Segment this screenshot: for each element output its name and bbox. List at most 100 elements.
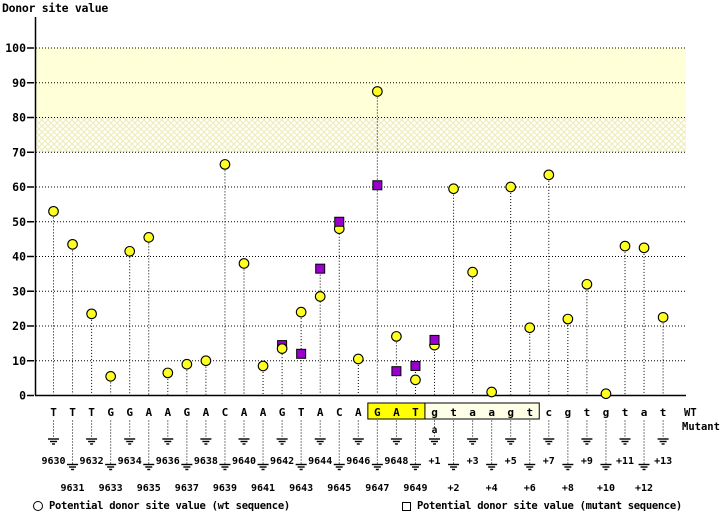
wt-marker (619, 240, 631, 252)
wt-marker (448, 183, 459, 195)
y-tick-label: 0 (19, 389, 26, 403)
sequence-base: g (507, 406, 514, 419)
wt-marker (143, 232, 155, 243)
wt-marker (372, 86, 383, 97)
wt-marker (295, 306, 307, 318)
position-label: +3 (467, 456, 479, 467)
y-tick-label: 90 (12, 76, 26, 90)
position-label: 9647 (365, 483, 389, 494)
y-tick-label: 60 (12, 180, 26, 194)
sequence-base: a (488, 406, 495, 419)
position-label: +9 (581, 456, 593, 467)
y-tick-label: 40 (12, 250, 26, 264)
sequence-base: g (565, 406, 572, 419)
position-label: +7 (543, 456, 555, 467)
legend-wt-label: Potential donor site value (wt sequence) (49, 500, 290, 512)
position-label: 9640 (232, 456, 256, 467)
position-label: 9648 (384, 456, 408, 467)
sequence-base: g (431, 406, 438, 419)
wt-marker (105, 371, 116, 382)
wt-marker (543, 169, 555, 181)
wt-marker (162, 367, 174, 379)
sequence-base: a (469, 406, 476, 419)
wt-marker (638, 242, 650, 254)
sequence-base: T (88, 406, 95, 419)
wt-marker (352, 353, 364, 365)
legend-mutant-label: Potential donor site value (mutant seque… (417, 500, 682, 512)
wt-marker (600, 388, 612, 400)
sequence-base: a (641, 406, 648, 419)
position-label: +13 (654, 456, 672, 467)
wt-marker (67, 238, 78, 250)
wt-marker (257, 360, 269, 372)
position-label: 9638 (194, 456, 218, 467)
position-label: +4 (486, 483, 498, 494)
sequence-base: A (164, 406, 171, 419)
wt-marker (410, 374, 421, 386)
sequence-base: t (450, 406, 457, 419)
position-label: 9635 (137, 483, 161, 494)
wt-marker (314, 291, 326, 302)
y-tick-label: 20 (12, 319, 26, 333)
legend-wt: Potential donor site value (wt sequence) (33, 499, 290, 513)
position-label: 9639 (213, 483, 237, 494)
position-label: 9634 (118, 456, 142, 467)
wt-marker (276, 343, 288, 354)
position-label: +8 (562, 483, 574, 494)
position-label: +2 (448, 483, 460, 494)
wt-marker (86, 308, 97, 320)
sequence-base: G (126, 406, 133, 419)
sequence-base: t (622, 406, 629, 419)
sequence-base: C (222, 406, 229, 419)
position-label: 9646 (346, 456, 370, 467)
position-label: +1 (428, 456, 440, 467)
wt-marker (562, 313, 574, 325)
sequence-base: T (50, 406, 57, 419)
chart-title: Donor site value (2, 1, 108, 15)
position-label: 9636 (156, 456, 180, 467)
position-label: 9632 (80, 456, 104, 467)
y-tick-label: 80 (12, 111, 26, 125)
sequence-base: G (107, 406, 114, 419)
wt-marker (48, 205, 59, 217)
y-tick-label: 30 (12, 284, 26, 298)
wt-marker (657, 311, 669, 323)
sequence-base: g (603, 406, 610, 419)
position-label: 9642 (270, 456, 294, 467)
sequence-base: A (203, 406, 210, 419)
sequence-base: A (355, 406, 362, 419)
mutant-marker (429, 334, 440, 345)
position-label: 9649 (403, 483, 427, 494)
mutant-square-icon (402, 501, 411, 511)
sequence-base: A (260, 406, 267, 419)
sequence-base: t (660, 406, 667, 419)
position-label: +10 (597, 483, 615, 494)
y-tick-label: 10 (12, 354, 26, 368)
position-label: 9644 (308, 456, 332, 467)
sequence-base: C (336, 406, 343, 419)
sequence-base: A (317, 406, 324, 419)
wt-marker (181, 358, 193, 370)
wt-marker (238, 258, 250, 269)
mutant-marker (372, 180, 383, 191)
wt-circle-icon (33, 501, 43, 511)
legend-mutant: Potential donor site value (mutant seque… (402, 499, 682, 513)
sequence-base: T (69, 406, 76, 419)
mutant-row-label: Mutant (682, 421, 720, 433)
wt-marker (505, 181, 517, 193)
mutant-marker (334, 216, 345, 227)
sequence-base: T (412, 406, 419, 419)
wt-marker (391, 331, 402, 342)
position-label: 9631 (61, 483, 85, 494)
sequence-base: t (526, 406, 533, 419)
sequence-base: G (279, 406, 286, 419)
position-label: 9645 (327, 483, 351, 494)
mutant-marker (391, 366, 402, 377)
sequence-base: G (374, 406, 381, 419)
sequence-base: G (184, 406, 191, 419)
wt-marker (219, 159, 231, 170)
position-label: 9637 (175, 483, 199, 494)
mutant-marker (296, 348, 307, 359)
position-label: 9630 (41, 456, 65, 467)
